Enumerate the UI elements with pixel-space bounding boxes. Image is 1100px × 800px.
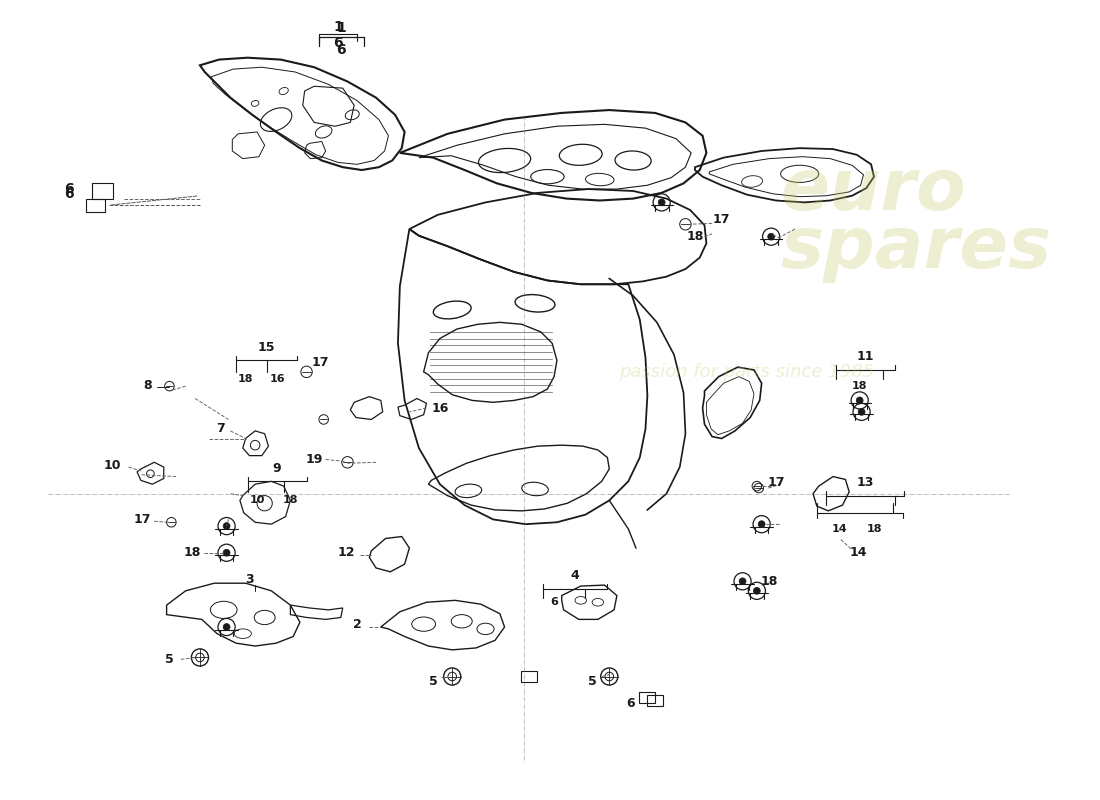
Text: 1: 1 (336, 21, 345, 35)
Circle shape (223, 522, 230, 530)
Circle shape (223, 550, 230, 556)
Text: 17: 17 (311, 356, 329, 369)
Bar (92, 183, 113, 198)
Text: 18: 18 (686, 230, 704, 243)
Circle shape (768, 234, 774, 240)
Text: 2: 2 (353, 618, 362, 630)
Text: 14: 14 (832, 524, 847, 534)
Circle shape (739, 578, 746, 585)
Text: 6: 6 (64, 187, 74, 201)
Text: 18: 18 (184, 546, 201, 559)
Text: 5: 5 (429, 674, 438, 688)
Text: 8: 8 (143, 378, 152, 392)
Text: 18: 18 (851, 381, 868, 391)
Text: 3: 3 (245, 573, 254, 586)
Circle shape (758, 521, 764, 528)
Circle shape (856, 397, 864, 404)
Text: 19: 19 (306, 453, 323, 466)
Text: 15: 15 (257, 341, 275, 354)
Text: 10: 10 (103, 458, 121, 472)
Text: 12: 12 (338, 546, 355, 559)
Text: passion for parts since 1985: passion for parts since 1985 (619, 363, 873, 381)
Text: 6: 6 (626, 697, 635, 710)
Text: 17: 17 (767, 476, 784, 489)
Text: 11: 11 (857, 350, 874, 363)
Bar (521, 670, 537, 682)
Circle shape (223, 623, 230, 630)
Text: 1: 1 (333, 20, 343, 34)
Text: 6: 6 (336, 43, 345, 57)
Circle shape (858, 409, 865, 415)
Text: 18: 18 (283, 495, 298, 506)
Text: 5: 5 (587, 674, 596, 688)
Bar (647, 694, 663, 706)
Text: 18: 18 (760, 575, 778, 588)
Text: 6: 6 (550, 598, 558, 607)
Text: 14: 14 (850, 546, 868, 559)
Text: 10: 10 (250, 495, 265, 506)
Circle shape (658, 199, 666, 206)
Text: 16: 16 (431, 402, 449, 414)
Text: 5: 5 (165, 653, 174, 666)
Text: 6: 6 (64, 182, 74, 196)
Bar (86, 198, 104, 212)
Text: 18: 18 (238, 374, 253, 385)
Text: 13: 13 (857, 476, 874, 489)
Text: 16: 16 (271, 374, 286, 385)
Text: euro: euro (781, 157, 966, 226)
Text: 6: 6 (333, 37, 343, 50)
Text: 17: 17 (134, 513, 152, 526)
Text: 18: 18 (866, 524, 882, 534)
Text: 4: 4 (571, 569, 580, 582)
Circle shape (754, 587, 760, 594)
Text: 9: 9 (273, 462, 282, 474)
Text: spares: spares (781, 214, 1052, 282)
Bar (639, 692, 656, 703)
Text: 7: 7 (217, 422, 226, 435)
Text: 17: 17 (713, 213, 730, 226)
